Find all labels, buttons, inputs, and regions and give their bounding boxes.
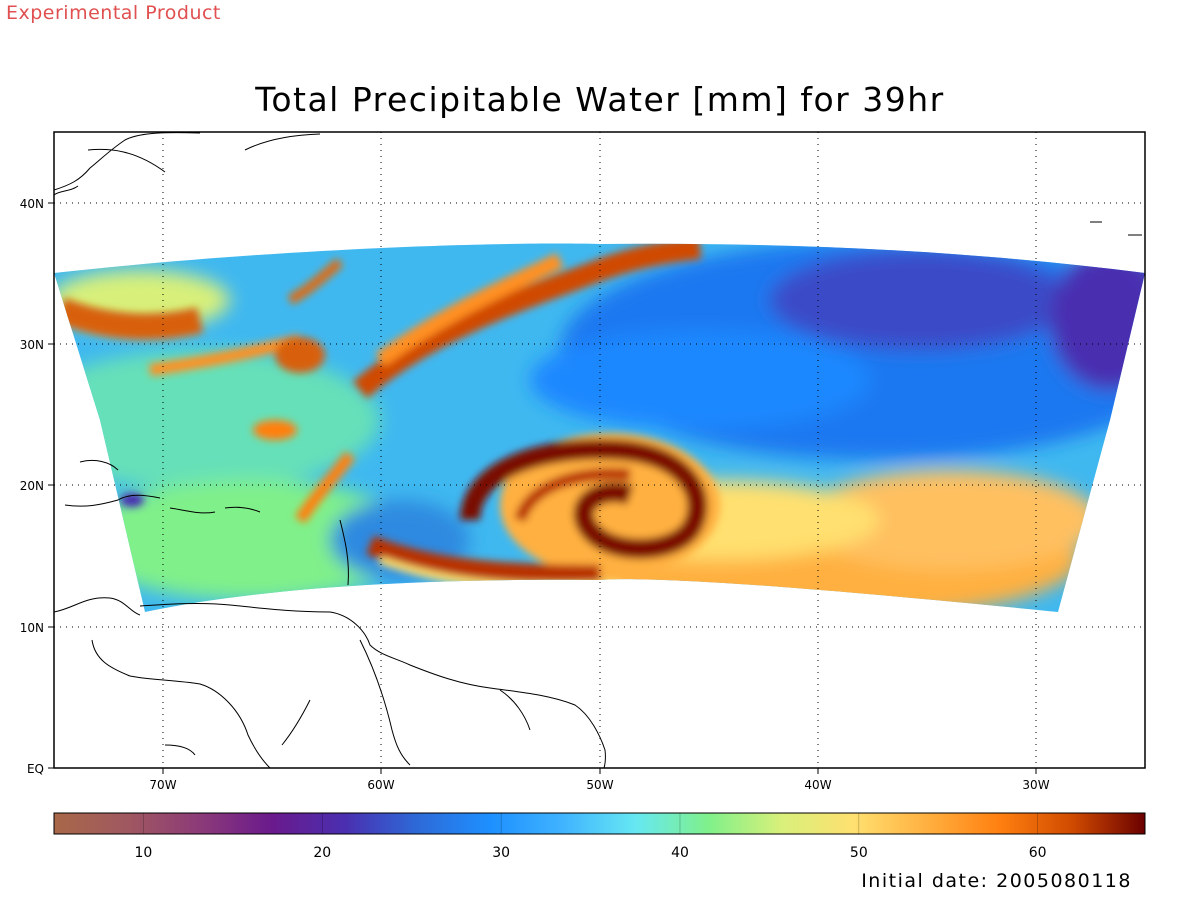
x-tick-30w: 30W	[1022, 778, 1049, 792]
initial-date: Initial date: 2005080118	[861, 870, 1132, 892]
tpw-field	[20, 230, 1200, 630]
colorbar-bar	[54, 813, 1145, 834]
colorbar-tick-label: 40	[671, 845, 689, 861]
colorbar-tick-label: 20	[313, 845, 331, 861]
x-tick-40w: 40W	[804, 778, 831, 792]
x-tick-50w: 50W	[586, 778, 613, 792]
x-tick-60w: 60W	[367, 778, 394, 792]
colorbar-tick-label: 50	[850, 845, 868, 861]
colorbar: 10 20 30 40 50 60	[54, 813, 1145, 861]
y-tick-20n: 20N	[20, 479, 44, 493]
colorbar-tick-label: 60	[1029, 845, 1047, 861]
y-tick-eq: EQ	[27, 762, 44, 776]
x-axis: 70W 60W 50W 40W 30W	[149, 768, 1049, 792]
y-tick-40n: 40N	[20, 197, 44, 211]
x-tick-70w: 70W	[149, 778, 176, 792]
y-tick-30n: 30N	[20, 338, 44, 352]
y-axis: EQ 10N 20N 30N 40N	[20, 197, 54, 776]
colorbar-tick-label: 30	[492, 845, 510, 861]
colorbar-tick-label: 10	[135, 845, 153, 861]
y-tick-10n: 10N	[20, 621, 44, 635]
